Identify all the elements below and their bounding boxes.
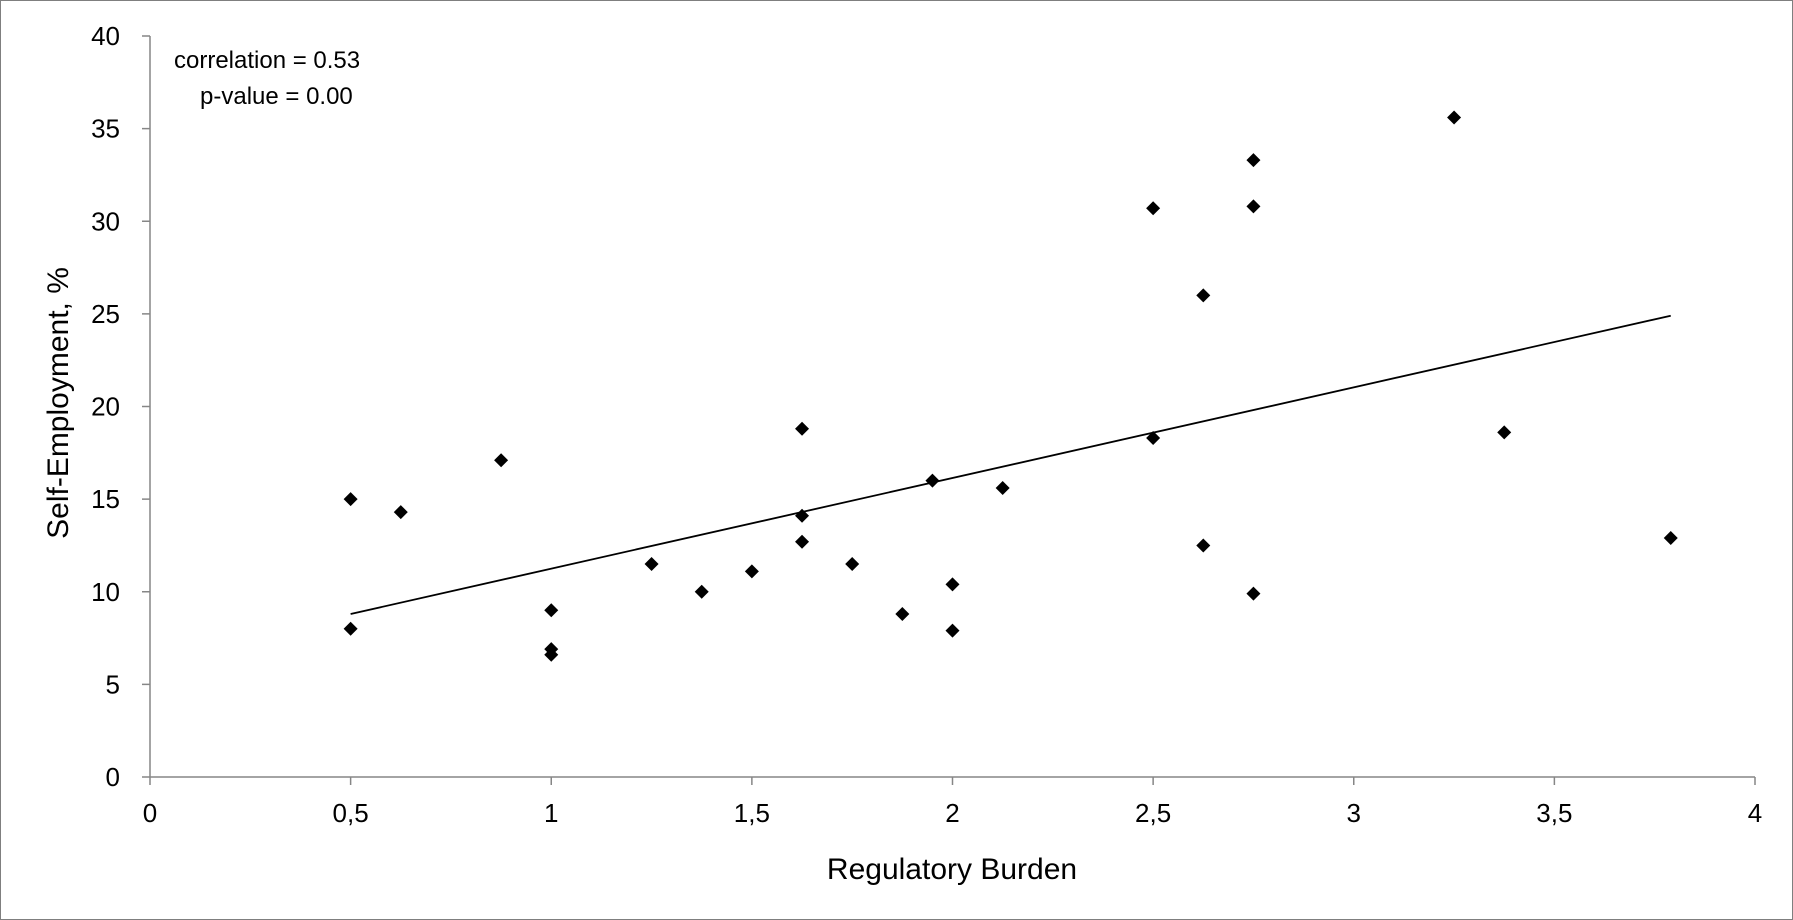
x-tick-label: 1 xyxy=(544,798,558,828)
y-tick-label: 25 xyxy=(91,299,120,329)
data-point xyxy=(1146,430,1161,445)
data-point xyxy=(1447,110,1462,125)
data-point xyxy=(1196,288,1211,303)
data-point xyxy=(895,606,910,621)
y-tick-label: 35 xyxy=(91,114,120,144)
tick-labels: 0 5 10 15 20 25 30 35 40 0 0,5 1 1,5 2 2,5 3 3,5 4 xyxy=(91,21,1762,828)
y-tick-label: 40 xyxy=(91,21,120,51)
data-point xyxy=(945,577,960,592)
y-tick-label: 30 xyxy=(91,206,120,236)
x-tick-label: 1,5 xyxy=(734,798,770,828)
y-axis-title: Self-Employment, % xyxy=(42,267,75,539)
y-tick-label: 15 xyxy=(91,484,120,514)
data-point xyxy=(544,603,559,618)
data-point xyxy=(1146,201,1161,216)
x-tick-label: 2 xyxy=(945,798,959,828)
y-tick-label: 10 xyxy=(91,577,120,607)
x-tick-label: 3 xyxy=(1347,798,1361,828)
correlation-annotation: correlation = 0.53 xyxy=(174,47,360,74)
data-point xyxy=(1246,153,1261,168)
trendline-layer xyxy=(350,314,1671,615)
data-point xyxy=(744,564,759,579)
data-point xyxy=(1196,538,1211,553)
trendline xyxy=(350,314,1671,615)
data-point xyxy=(795,508,810,523)
data-point xyxy=(393,505,408,520)
x-tick-label: 4 xyxy=(1748,798,1762,828)
x-tick-label: 0 xyxy=(143,798,157,828)
data-point xyxy=(995,481,1010,496)
axes xyxy=(142,35,1756,785)
y-tick-label: 0 xyxy=(106,762,120,792)
x-tick-label: 3,5 xyxy=(1536,798,1572,828)
data-point xyxy=(694,584,709,599)
x-tick-label: 2,5 xyxy=(1135,798,1171,828)
data-point xyxy=(1246,586,1261,601)
data-point xyxy=(1246,199,1261,214)
data-point xyxy=(795,534,810,549)
y-tick-label: 20 xyxy=(91,392,120,422)
x-axis-title: Regulatory Burden xyxy=(827,853,1077,886)
data-point xyxy=(544,647,559,662)
data-point xyxy=(343,492,358,507)
data-points xyxy=(343,110,1678,662)
data-point xyxy=(945,623,960,638)
data-point xyxy=(343,621,358,636)
data-point xyxy=(644,556,659,571)
data-point xyxy=(1663,531,1678,546)
y-tick-label: 5 xyxy=(106,669,120,699)
p-value-annotation: p-value = 0.00 xyxy=(200,83,353,110)
data-point xyxy=(795,421,810,436)
x-tick-label: 0,5 xyxy=(333,798,369,828)
data-point xyxy=(1497,425,1512,440)
data-point xyxy=(494,453,509,468)
data-point xyxy=(925,473,940,488)
data-point xyxy=(845,556,860,571)
